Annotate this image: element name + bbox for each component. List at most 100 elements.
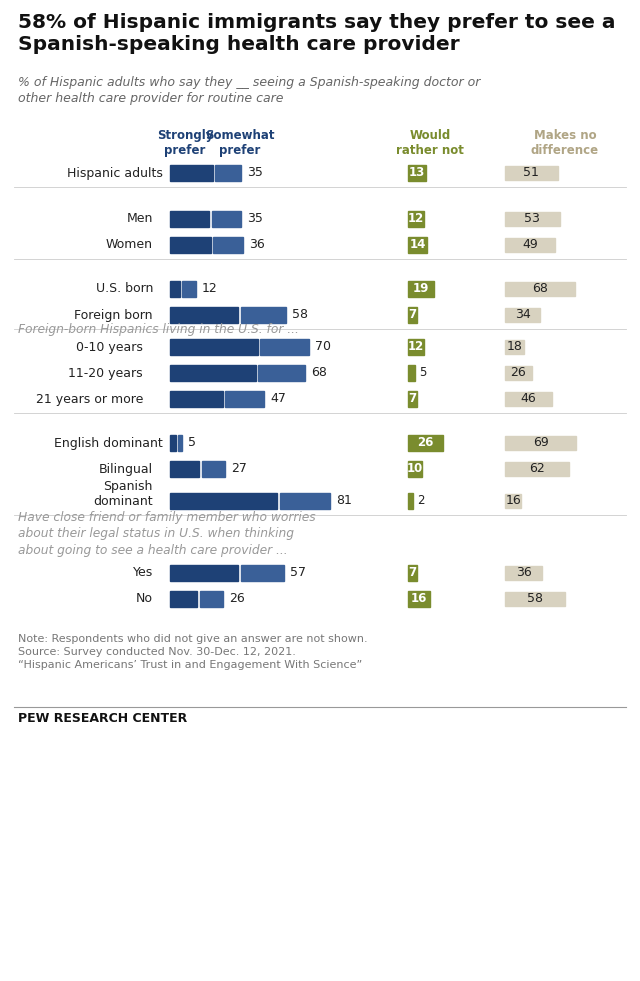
Text: Foreign born: Foreign born bbox=[74, 308, 153, 322]
Text: 46: 46 bbox=[521, 392, 536, 405]
Text: 35: 35 bbox=[247, 167, 262, 180]
Text: 69: 69 bbox=[532, 437, 548, 449]
Text: English dominant: English dominant bbox=[54, 437, 163, 449]
Bar bbox=[170, 281, 180, 297]
Text: 11-20 years: 11-20 years bbox=[68, 367, 143, 380]
Bar bbox=[408, 307, 417, 323]
Text: 68: 68 bbox=[532, 283, 548, 295]
Text: Strongly
prefer: Strongly prefer bbox=[157, 129, 213, 157]
Text: 36: 36 bbox=[516, 566, 531, 580]
Text: Foreign-born Hispanics living in the U.S. for ...: Foreign-born Hispanics living in the U.S… bbox=[18, 323, 299, 336]
Bar bbox=[170, 565, 238, 581]
Bar bbox=[408, 565, 417, 581]
Text: 12: 12 bbox=[408, 213, 424, 226]
Bar bbox=[408, 165, 426, 181]
Bar bbox=[408, 435, 443, 451]
Text: 12: 12 bbox=[408, 340, 424, 353]
Text: U.S. born: U.S. born bbox=[95, 283, 153, 295]
Text: 26: 26 bbox=[229, 593, 245, 605]
Text: 5: 5 bbox=[188, 437, 196, 449]
Text: PEW RESEARCH CENTER: PEW RESEARCH CENTER bbox=[18, 712, 188, 725]
Bar bbox=[408, 461, 422, 477]
Text: 70: 70 bbox=[315, 340, 331, 353]
Bar bbox=[170, 365, 256, 381]
Bar bbox=[170, 237, 211, 253]
Text: Would
rather not: Would rather not bbox=[396, 129, 464, 157]
Text: Note: Respondents who did not give an answer are not shown.
Source: Survey condu: Note: Respondents who did not give an an… bbox=[18, 634, 367, 670]
Bar bbox=[170, 435, 176, 451]
Bar bbox=[182, 281, 196, 297]
Bar bbox=[200, 591, 223, 607]
Bar bbox=[505, 340, 524, 354]
Bar bbox=[170, 591, 197, 607]
Bar bbox=[408, 339, 424, 355]
Text: 58: 58 bbox=[527, 593, 543, 605]
Bar bbox=[170, 391, 223, 407]
Text: 19: 19 bbox=[413, 283, 429, 295]
Bar bbox=[505, 282, 575, 296]
Bar bbox=[408, 493, 413, 509]
Text: 7: 7 bbox=[409, 566, 417, 580]
Bar bbox=[505, 436, 576, 450]
Text: 2: 2 bbox=[417, 494, 424, 507]
Bar bbox=[260, 339, 309, 355]
Text: Have close friend or family member who worries
about their legal status in U.S. : Have close friend or family member who w… bbox=[18, 511, 316, 557]
Bar bbox=[505, 392, 552, 406]
Bar bbox=[505, 566, 542, 580]
Bar bbox=[408, 591, 429, 607]
Text: 26: 26 bbox=[417, 437, 434, 449]
Bar bbox=[202, 461, 225, 477]
Bar bbox=[505, 494, 522, 508]
Bar bbox=[214, 237, 243, 253]
Text: Spanish
dominant: Spanish dominant bbox=[93, 481, 153, 508]
Text: 47: 47 bbox=[270, 392, 286, 405]
Bar bbox=[280, 493, 330, 509]
Bar bbox=[211, 211, 241, 227]
Text: 57: 57 bbox=[290, 566, 306, 580]
Text: No: No bbox=[136, 593, 153, 605]
Text: Women: Women bbox=[106, 238, 153, 251]
Bar bbox=[170, 211, 209, 227]
Bar bbox=[505, 366, 532, 380]
Text: 58: 58 bbox=[292, 308, 308, 322]
Text: Makes no
difference: Makes no difference bbox=[531, 129, 599, 157]
Text: 7: 7 bbox=[409, 392, 417, 405]
Bar bbox=[170, 339, 258, 355]
Bar bbox=[216, 165, 241, 181]
Text: 18: 18 bbox=[506, 340, 522, 353]
Text: 14: 14 bbox=[409, 238, 426, 251]
Bar bbox=[408, 281, 434, 297]
Text: 12: 12 bbox=[202, 283, 218, 295]
Bar bbox=[408, 211, 424, 227]
Text: 68: 68 bbox=[311, 367, 327, 380]
Bar bbox=[170, 461, 199, 477]
Text: 13: 13 bbox=[409, 167, 425, 180]
Text: 21 years or more: 21 years or more bbox=[36, 392, 143, 405]
Text: Bilingual: Bilingual bbox=[99, 462, 153, 476]
Text: % of Hispanic adults who say they __ seeing a Spanish-speaking doctor or
other h: % of Hispanic adults who say they __ see… bbox=[18, 76, 481, 105]
Bar bbox=[241, 565, 284, 581]
Text: 0-10 years: 0-10 years bbox=[76, 340, 143, 353]
Bar bbox=[505, 166, 557, 180]
Bar bbox=[505, 212, 559, 226]
Bar bbox=[505, 308, 540, 322]
Text: 26: 26 bbox=[511, 367, 526, 380]
Text: 7: 7 bbox=[409, 308, 417, 322]
Text: 35: 35 bbox=[247, 213, 262, 226]
Text: Yes: Yes bbox=[132, 566, 153, 580]
Bar bbox=[408, 365, 415, 381]
Bar bbox=[170, 165, 213, 181]
Text: 36: 36 bbox=[249, 238, 264, 251]
Text: 27: 27 bbox=[231, 462, 247, 476]
Bar bbox=[225, 391, 264, 407]
Bar bbox=[170, 493, 277, 509]
Text: Somewhat
prefer: Somewhat prefer bbox=[205, 129, 275, 157]
Text: 49: 49 bbox=[522, 238, 538, 251]
Text: 10: 10 bbox=[406, 462, 423, 476]
Bar bbox=[170, 307, 238, 323]
Text: 34: 34 bbox=[515, 308, 531, 322]
Text: Hispanic adults: Hispanic adults bbox=[67, 167, 163, 180]
Bar bbox=[241, 307, 285, 323]
Text: Men: Men bbox=[127, 213, 153, 226]
Text: 51: 51 bbox=[524, 167, 540, 180]
